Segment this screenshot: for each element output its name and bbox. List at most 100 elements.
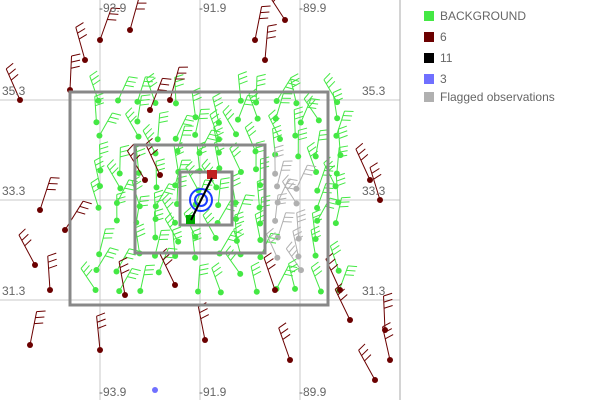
station-dot [253, 288, 260, 295]
wind-barb [5, 62, 21, 101]
barb-flag [256, 78, 266, 82]
barb-flag [154, 217, 164, 222]
barb-flag [292, 82, 301, 88]
barb-flag [282, 333, 291, 340]
barb-flag [36, 310, 46, 313]
wind-barb [96, 247, 119, 271]
barb-flag [154, 194, 164, 199]
barb-flag [172, 231, 182, 236]
barb-flag [138, 204, 149, 207]
barb-flag [212, 92, 221, 98]
station-dot [152, 99, 159, 106]
barb-flag [154, 213, 164, 217]
station-dot [93, 119, 100, 126]
barb-flag [213, 97, 222, 103]
barb-flag [338, 130, 348, 135]
wind-barb [276, 160, 293, 187]
barb-flag [174, 78, 184, 83]
barb-staff [119, 147, 121, 174]
barb-flag [159, 111, 169, 114]
station-dot [233, 131, 240, 138]
station-dot [387, 357, 393, 363]
station-dot [282, 17, 288, 23]
barb-flag [272, 129, 282, 134]
station-dot [92, 286, 99, 293]
wind-barb [297, 127, 308, 157]
barb-flag [204, 179, 214, 182]
station-dot [153, 184, 160, 191]
wind-barb [173, 142, 185, 172]
station-dot [37, 207, 43, 213]
wind-barb [311, 209, 323, 240]
barb-flag [311, 230, 321, 236]
barb-flag [175, 151, 185, 156]
station-dot [113, 217, 120, 224]
barb-flag [186, 114, 196, 118]
barb-flag [18, 228, 26, 236]
barb-flag [358, 343, 366, 351]
barb-flag [162, 253, 170, 261]
barb-flag [369, 162, 378, 168]
barb-flag [338, 134, 348, 139]
barb-flag [85, 269, 93, 277]
barb-flag [158, 120, 168, 124]
barb-flag [383, 305, 393, 309]
station-dot [82, 57, 88, 63]
barb-flag [338, 154, 348, 158]
legend-swatch [424, 92, 434, 102]
barb-flag [307, 106, 317, 109]
wind-barb [335, 172, 346, 203]
station-dot [262, 57, 268, 63]
barb-flag [333, 93, 343, 98]
barb-flag [272, 0, 276, 3]
station-dot [274, 234, 281, 241]
barb-flag [213, 266, 222, 273]
barb-flag [312, 213, 322, 219]
barb-flag [175, 83, 184, 88]
barb-flag [294, 115, 304, 120]
barb-flag [146, 72, 155, 79]
barb-flag [97, 318, 106, 323]
barb-flag [296, 213, 306, 218]
barb-flag [119, 263, 129, 268]
barb-flag [154, 208, 164, 213]
wind-barb [118, 257, 130, 296]
barb-flag [267, 263, 276, 270]
wind-barb [94, 92, 105, 123]
station-dot [157, 172, 163, 178]
station-dot [142, 177, 148, 183]
wind-barb [89, 70, 101, 101]
barb-flag [238, 75, 248, 80]
station-dot [93, 267, 100, 274]
wind-barb [213, 122, 224, 153]
barb-flag [199, 272, 209, 276]
lat-label-right: 31.3 [362, 284, 386, 298]
station-dot [96, 183, 103, 190]
station-dot [333, 170, 340, 177]
barb-flag [288, 245, 296, 253]
barb-flag [191, 228, 201, 233]
barb-flag [272, 124, 282, 130]
barb-flag [197, 150, 207, 155]
wind-barb [80, 261, 96, 291]
station-dot [217, 289, 224, 296]
station-dot [134, 118, 141, 125]
barb-flag [294, 111, 304, 115]
barb-flag [310, 225, 320, 231]
station-dot [116, 170, 123, 177]
barb-flag [136, 232, 146, 238]
barb-flag [233, 224, 242, 230]
barb-flag [255, 214, 265, 220]
barb-flag [193, 237, 202, 242]
wind-barb [153, 208, 164, 238]
station-dot [252, 37, 258, 43]
station-dot [293, 100, 300, 107]
barb-flag [97, 324, 107, 329]
barb-flag [91, 75, 100, 81]
barb-flag [139, 200, 149, 202]
barb-flag [204, 212, 213, 220]
wind-barb [175, 114, 196, 139]
barb-flag [291, 77, 300, 83]
barb-flag [289, 263, 298, 269]
